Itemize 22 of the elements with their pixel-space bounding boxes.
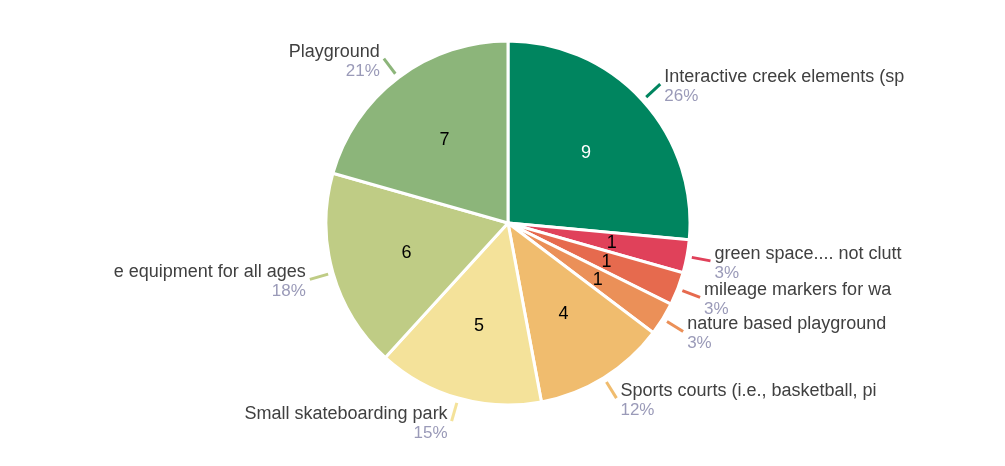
text: 18% [271,281,306,301]
slice-label: e equipment for all ages [113,261,306,282]
text: 12% [620,400,655,420]
slice-label: mileage markers for wa [704,279,893,300]
text: 26% [664,86,699,106]
text: 3% [714,262,740,282]
data-label: 1 [601,251,612,272]
slice-label: green space.... not clutt [714,242,902,263]
data-label: 6 [401,241,412,262]
data-label: 1 [592,268,603,289]
data-label: 1 [606,232,617,253]
text: 15% [413,423,448,443]
data-label: 4 [558,302,569,323]
slice-label: Small skateboarding park [244,403,449,424]
text: 21% [345,60,380,80]
slice-label: Sports courts (i.e., basketball, pi [620,380,877,401]
slice-label: Interactive creek elements (sp [664,66,905,87]
data-label: 7 [439,128,450,149]
slice-label: Playground [288,40,380,61]
text: 3% [687,333,712,353]
data-label: 9 [581,141,592,162]
data-label: 5 [474,314,485,335]
